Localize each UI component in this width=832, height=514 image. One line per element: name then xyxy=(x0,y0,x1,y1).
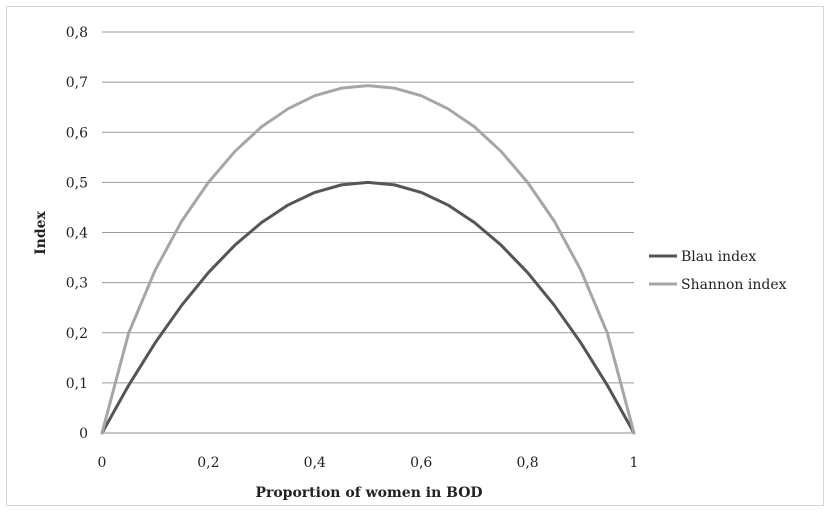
series-line-blau-index xyxy=(100,180,636,435)
y-tick-label: 0,5 xyxy=(66,175,88,191)
y-tick-label: 0,7 xyxy=(66,75,88,91)
y-tick-label: 0,1 xyxy=(66,376,88,392)
series-lines xyxy=(100,84,636,435)
y-tick-label: 0 xyxy=(79,426,88,442)
x-axis-ticks: 0 0,2 0,4 0,6 0,8 1 xyxy=(98,455,639,471)
legend-label: Blau index xyxy=(681,249,756,265)
y-axis-ticks: 0 0,1 0,2 0,3 0,4 0,5 0,6 0,7 0,8 xyxy=(66,25,88,442)
y-tick-label: 0,3 xyxy=(66,276,88,292)
gridlines xyxy=(102,31,634,434)
x-axis-title: Proportion of women in BOD xyxy=(255,485,482,501)
y-tick-label: 0,2 xyxy=(66,326,88,342)
x-tick-label: 0,4 xyxy=(304,455,326,471)
legend: Blau index Shannon index xyxy=(649,249,787,293)
x-tick-label: 1 xyxy=(630,455,639,471)
x-tick-label: 0,2 xyxy=(197,455,219,471)
x-tick-label: 0,8 xyxy=(516,455,538,471)
y-tick-label: 0,8 xyxy=(66,25,88,41)
y-tick-label: 0,4 xyxy=(66,226,88,242)
legend-label: Shannon index xyxy=(681,277,787,293)
x-tick-label: 0 xyxy=(98,455,107,471)
series-line-shannon-index xyxy=(100,84,636,435)
y-tick-label: 0,6 xyxy=(66,125,88,141)
y-axis-title: Index xyxy=(33,210,49,254)
chart-frame xyxy=(6,6,824,506)
x-tick-label: 0,6 xyxy=(410,455,432,471)
